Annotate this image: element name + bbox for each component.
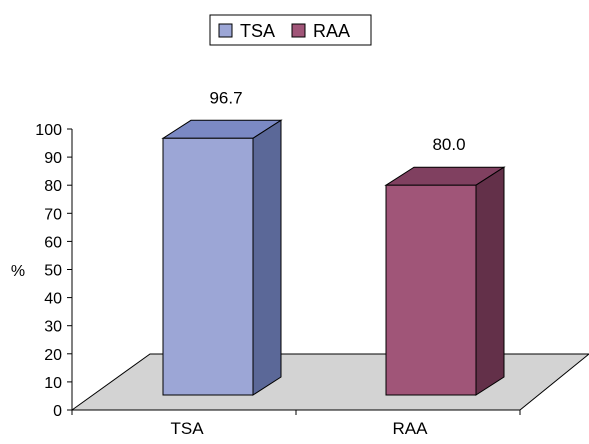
y-axis: 0 10 20 30 40 50 60 70 80 90 100 <box>35 122 73 420</box>
legend-box <box>209 14 372 46</box>
legend-label-tsa: TSA <box>240 21 275 41</box>
x-tick-label-tsa: TSA <box>170 419 204 438</box>
bar-side-raa <box>475 166 505 396</box>
legend-swatch-raa <box>291 23 306 38</box>
data-label-raa: 80.0 <box>432 135 465 154</box>
y-tick-label: 100 <box>35 122 62 139</box>
y-tick-label: 10 <box>44 375 62 392</box>
y-tick-label: 30 <box>44 319 62 336</box>
x-axis: TSA RAA <box>71 409 521 438</box>
x-tick-label-raa: RAA <box>393 419 429 438</box>
y-tick-label: 50 <box>44 263 62 280</box>
floor-plane <box>70 353 589 411</box>
y-tick-label: 70 <box>44 206 62 223</box>
y-tick-label: 90 <box>44 150 62 167</box>
legend: TSA RAA <box>209 14 372 46</box>
y-tick-label: 60 <box>44 234 62 251</box>
y-tick-label: 20 <box>44 347 62 364</box>
bar-tsa <box>162 137 254 396</box>
bar-raa <box>385 184 477 396</box>
legend-label-raa: RAA <box>313 21 350 41</box>
legend-swatch-tsa <box>218 23 233 38</box>
y-tick-label: 80 <box>44 178 62 195</box>
y-tick-label: 0 <box>53 403 62 420</box>
bar-side-tsa <box>252 119 282 396</box>
chart-floor <box>70 353 589 411</box>
y-tick-label: 40 <box>44 291 62 308</box>
bars: 96.7 80.0 <box>161 88 506 396</box>
data-label-tsa: 96.7 <box>209 88 242 107</box>
y-axis-label: % <box>11 263 25 280</box>
